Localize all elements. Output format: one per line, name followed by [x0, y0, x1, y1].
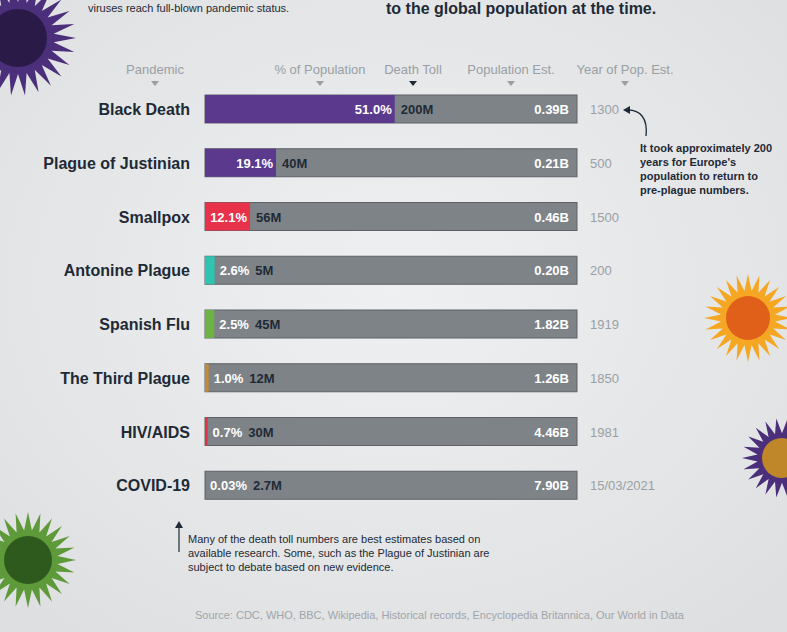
- virus-core: [726, 296, 770, 340]
- bar: [205, 203, 250, 231]
- death-toll-label: 12M: [249, 371, 274, 386]
- text-line: pre-plague numbers.: [640, 184, 749, 196]
- data-label: 2.5%: [219, 317, 249, 332]
- bar-track: [205, 95, 577, 123]
- background: [0, 0, 787, 632]
- population-label: 0.20B: [534, 263, 569, 278]
- column-header: Pandemic: [126, 62, 184, 77]
- data-label: 51.0%: [355, 102, 392, 117]
- sort-arrow: [151, 81, 159, 86]
- bar: [205, 364, 209, 392]
- bar: [205, 471, 206, 499]
- bar-track: [205, 149, 577, 177]
- data-label: 19.1%: [236, 156, 273, 171]
- category-label: Smallpox: [119, 209, 190, 226]
- death-toll-label: 200M: [401, 102, 434, 117]
- column-header: % of Population: [274, 62, 365, 77]
- labels: Black Death 51.0% 200M 0.39B 1300 Plague of J…: [43, 101, 655, 494]
- death-toll-label: 45M: [255, 317, 280, 332]
- source: Source: CDC, WHO, BBC, Wikipedia, Histor…: [195, 609, 685, 621]
- annotation-arrowhead: [623, 106, 630, 114]
- bar: [205, 95, 395, 123]
- population-label: 0.39B: [534, 102, 569, 117]
- text-line: years for Europe's: [640, 156, 736, 168]
- bar-track: [205, 310, 577, 338]
- category-label: Antonine Plague: [64, 262, 190, 279]
- bar-track: [205, 256, 577, 284]
- virus-spikes: [0, 0, 76, 96]
- category-label: The Third Plague: [60, 370, 190, 387]
- bars: [205, 95, 395, 499]
- column-header: Death Toll: [384, 62, 442, 77]
- population-label: 1.82B: [534, 317, 569, 332]
- year-label: 1300: [590, 102, 619, 117]
- year-label: 200: [590, 263, 612, 278]
- population-label: 0.46B: [534, 210, 569, 225]
- year-label: 1981: [590, 425, 619, 440]
- text-line: subject to debate based on new evidence.: [188, 561, 393, 573]
- virus-core: [4, 536, 52, 584]
- subtitle: viruses reach full-blown pandemic status…: [88, 2, 289, 14]
- death-toll-label: 5M: [255, 263, 273, 278]
- text-line: It took approximately 200: [640, 142, 772, 154]
- virus-decoration: [0, 512, 76, 608]
- data-label: 12.1%: [210, 210, 247, 225]
- data-label: 0.7%: [213, 425, 243, 440]
- bar-track: [205, 418, 577, 446]
- category-label: Spanish Flu: [99, 316, 190, 333]
- column-header: Year of Pop. Est.: [576, 62, 673, 77]
- category-label: COVID-19: [116, 477, 190, 494]
- bar-track: [205, 203, 577, 231]
- year-label: 15/03/2021: [590, 478, 655, 493]
- data-label: 1.0%: [214, 371, 244, 386]
- note: Many of the death toll numbers are best …: [188, 533, 489, 573]
- chart: viruses reach full-blown pandemic status…: [0, 0, 787, 632]
- title: to the global population at the time.: [386, 0, 656, 17]
- virus-decoration: [704, 274, 787, 362]
- column-header: Population Est.: [467, 62, 554, 77]
- death-toll-label: 2.7M: [253, 478, 282, 493]
- sort-arrow: [621, 81, 629, 86]
- death-toll-label: 56M: [256, 210, 281, 225]
- annotation: It took approximately 200 years for Europ…: [640, 142, 772, 196]
- bar: [205, 149, 276, 177]
- text-line: Many of the death toll numbers are best …: [188, 533, 480, 545]
- virus-decoration: [742, 418, 787, 497]
- virus-spikes: [0, 512, 76, 608]
- virus-decoration: [0, 0, 76, 96]
- virus-core: [762, 438, 787, 478]
- population-label: 4.46B: [534, 425, 569, 440]
- population-label: 0.21B: [534, 156, 569, 171]
- population-label: 1.26B: [534, 371, 569, 386]
- category-label: Plague of Justinian: [43, 155, 190, 172]
- annotation-arrow: [628, 110, 646, 136]
- sort-arrow: [316, 81, 324, 86]
- year-label: 1850: [590, 371, 619, 386]
- bar-track: [205, 364, 577, 392]
- category-label: Black Death: [98, 101, 190, 118]
- virus-core: [0, 9, 47, 67]
- category-label: HIV/AIDS: [121, 424, 191, 441]
- death-toll-label: 40M: [282, 156, 307, 171]
- data-label: 0.03%: [210, 478, 247, 493]
- sort-arrow: [507, 81, 515, 86]
- text-line: available research. Some, such as the Pl…: [188, 547, 489, 559]
- bar: [205, 310, 214, 338]
- bar: [205, 256, 215, 284]
- death-toll-label: 30M: [248, 425, 273, 440]
- bar-track: [205, 471, 577, 499]
- virus-spikes: [742, 418, 787, 497]
- sort-arrow: [409, 81, 417, 86]
- note-arrow: [178, 526, 179, 552]
- bar: [205, 418, 208, 446]
- text-line: population to return to: [640, 170, 758, 182]
- population-label: 7.90B: [534, 478, 569, 493]
- year-label: 1500: [590, 210, 619, 225]
- year-label: 1919: [590, 317, 619, 332]
- virus-spikes: [704, 274, 787, 362]
- data-label: 2.6%: [220, 263, 250, 278]
- tracks: [205, 95, 577, 499]
- note-arrowhead: [175, 521, 183, 528]
- year-label: 500: [590, 156, 612, 171]
